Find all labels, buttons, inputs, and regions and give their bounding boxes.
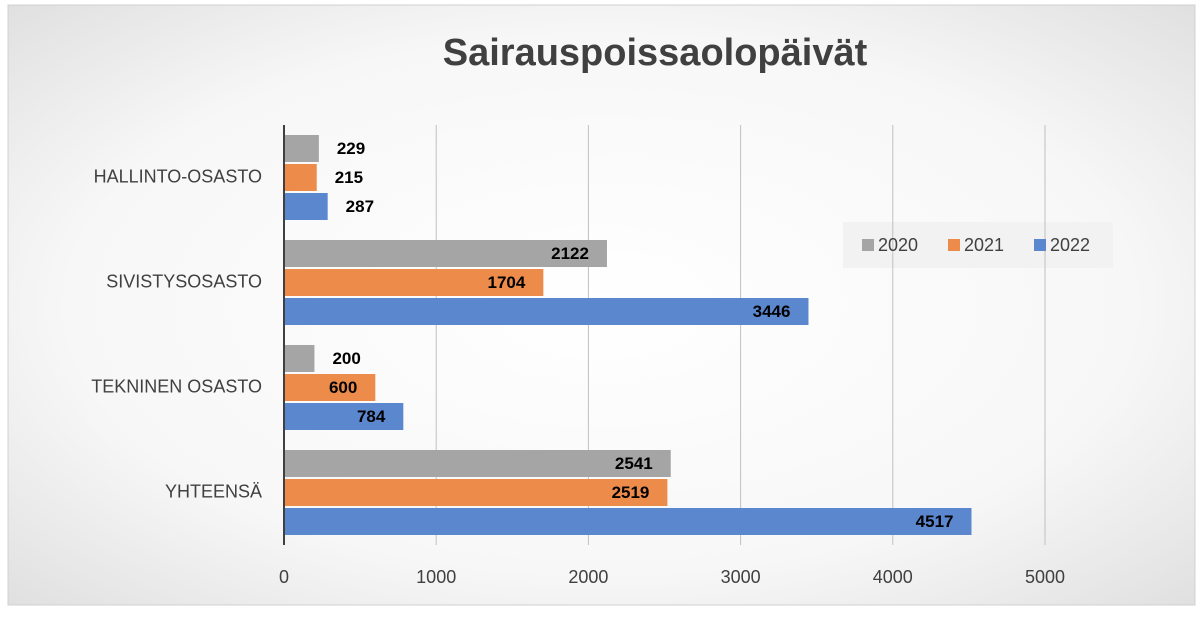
data-label: 1704: [488, 273, 526, 292]
data-label: 2122: [551, 244, 589, 263]
x-tick-label: 2000: [568, 567, 608, 587]
data-label: 600: [329, 378, 357, 397]
legend-label: 2022: [1050, 235, 1090, 255]
x-tick-label: 4000: [873, 567, 913, 587]
bar: [284, 164, 317, 191]
data-label: 229: [337, 139, 365, 158]
x-tick-label: 0: [279, 567, 289, 587]
bar: [284, 374, 376, 401]
y-tick-label: HALLINTO-OSASTO: [94, 166, 262, 186]
bar: [284, 479, 668, 506]
chart-title: Sairauspoissaolopäivät: [443, 32, 868, 74]
bar: [284, 508, 972, 535]
bar: [284, 345, 315, 372]
legend-label: 2021: [964, 235, 1004, 255]
data-label: 2519: [612, 483, 650, 502]
x-tick-label: 5000: [1025, 567, 1065, 587]
legend-swatch: [1034, 239, 1046, 251]
bar: [284, 269, 544, 296]
bar: [284, 450, 671, 477]
data-label: 784: [357, 407, 386, 426]
x-tick-label: 1000: [416, 567, 456, 587]
legend-swatch: [862, 239, 874, 251]
legend-box: [843, 222, 1113, 268]
data-label: 4517: [916, 512, 954, 531]
y-tick-label: SIVISTYSOSASTO: [106, 271, 262, 291]
data-label: 2541: [615, 454, 653, 473]
data-label: 200: [332, 349, 360, 368]
data-label: 287: [346, 197, 374, 216]
legend-label: 2020: [878, 235, 918, 255]
data-label: 215: [335, 168, 363, 187]
x-tick-label: 3000: [721, 567, 761, 587]
legend-swatch: [948, 239, 960, 251]
bar: [284, 298, 809, 325]
bar: [284, 403, 404, 430]
bar: [284, 135, 319, 162]
bar: [284, 193, 328, 220]
data-label: 3446: [753, 302, 791, 321]
bar: [284, 240, 607, 267]
y-tick-label: TEKNINEN OSASTO: [91, 376, 262, 396]
y-tick-label: YHTEENSÄ: [165, 481, 262, 501]
